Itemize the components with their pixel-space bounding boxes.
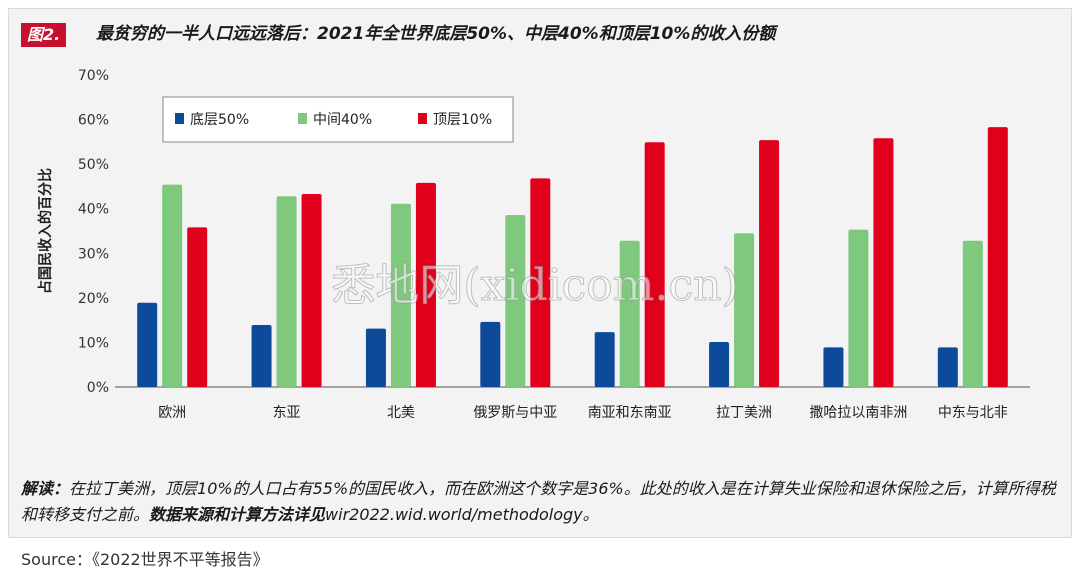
x-tick-label: 俄罗斯与中亚 xyxy=(473,405,557,421)
bar xyxy=(251,325,272,387)
source-line: Source：《2022世界不平等报告》 xyxy=(21,550,269,569)
bar xyxy=(962,240,983,387)
note-link: wir2022.wid.world/methodology。 xyxy=(325,505,599,524)
bar xyxy=(530,178,551,387)
bar xyxy=(505,214,526,387)
bar xyxy=(276,196,297,387)
y-axis-label: 占国民收入的百分比 xyxy=(37,168,54,294)
bar xyxy=(848,229,869,387)
bar xyxy=(987,127,1008,388)
bar xyxy=(365,328,386,387)
legend-swatch xyxy=(175,113,184,124)
bar xyxy=(415,182,436,387)
legend-label: 顶层10% xyxy=(433,112,492,128)
bar xyxy=(594,332,615,387)
bar xyxy=(390,203,411,387)
y-tick-label: 40% xyxy=(78,202,109,218)
bar xyxy=(301,194,322,387)
bar xyxy=(480,321,501,387)
note-bold: 数据来源和计算方法详见 xyxy=(149,505,326,524)
x-tick-label: 北美 xyxy=(387,405,415,421)
x-tick-label: 撒哈拉以南非洲 xyxy=(809,405,907,421)
bar xyxy=(644,142,665,387)
y-tick-label: 70% xyxy=(78,68,109,84)
x-tick-label: 中东与北非 xyxy=(938,405,1008,421)
bar xyxy=(709,341,730,387)
note-text: 在拉丁美洲，顶层10%的人口占有55%的国民收入，而在欧洲这个数字是36%。此处… xyxy=(21,479,1056,524)
note-label: 解读： xyxy=(21,479,70,498)
y-tick-label: 60% xyxy=(78,113,109,129)
y-tick-label: 50% xyxy=(78,157,109,173)
legend-swatch xyxy=(418,113,427,124)
watermark-text: 悉地网(xidicom.cn) xyxy=(331,260,738,311)
bar xyxy=(759,140,780,387)
figure-tag: 图2. xyxy=(21,23,67,47)
bar xyxy=(187,227,208,387)
bar xyxy=(137,302,158,387)
figure-title: 最贫穷的一半人口远远落后：2021年全世界底层50%、中层40%和顶层10%的收… xyxy=(96,24,776,44)
bar xyxy=(937,347,958,387)
legend-swatch xyxy=(298,113,307,124)
bar xyxy=(619,240,640,387)
y-tick-label: 30% xyxy=(78,246,109,262)
legend-label: 底层50% xyxy=(190,112,249,128)
bar xyxy=(734,233,755,387)
x-tick-label: 南亚和东南亚 xyxy=(588,405,672,421)
bar xyxy=(823,347,844,387)
y-tick-label: 20% xyxy=(78,291,109,307)
x-tick-label: 东亚 xyxy=(273,405,301,421)
x-tick-label: 拉丁美洲 xyxy=(716,405,772,421)
x-tick-label: 欧洲 xyxy=(158,405,186,421)
legend-box xyxy=(162,96,514,143)
interpretation-note: 解读：在拉丁美洲，顶层10%的人口占有55%的国民收入，而在欧洲这个数字是36%… xyxy=(21,476,1061,528)
y-tick-label: 10% xyxy=(78,335,109,351)
bar xyxy=(873,138,894,387)
legend-label: 中间40% xyxy=(313,112,372,128)
bar xyxy=(162,184,183,387)
y-tick-label: 0% xyxy=(87,380,109,396)
